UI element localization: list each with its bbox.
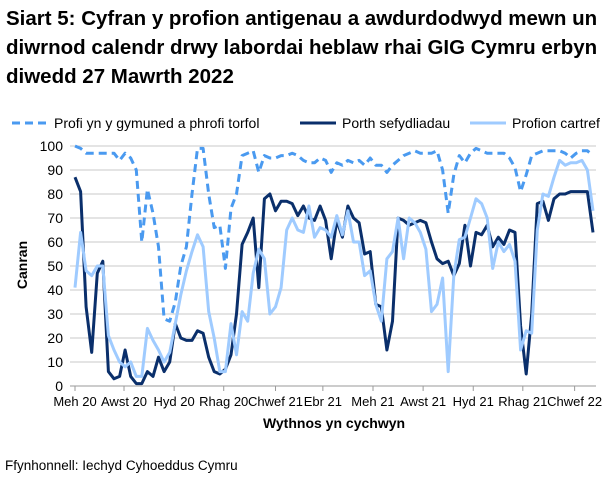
x-axis-label: Wythnos yn cychwyn xyxy=(263,415,405,431)
x-tick-label: Rhag 21 xyxy=(498,394,547,409)
x-tick-label: Meh 20 xyxy=(53,394,96,409)
y-tick-label: 60 xyxy=(47,234,63,250)
series-line-1 xyxy=(73,176,595,386)
y-tick-label: 10 xyxy=(47,354,63,370)
y-tick-label: 100 xyxy=(40,138,64,154)
y-tick-label: 20 xyxy=(47,330,63,346)
source-note: Ffynhonnell: Iechyd Cyhoeddus Cymru xyxy=(5,458,238,473)
legend-label: Profion cartref xyxy=(512,115,600,131)
x-tick-label: Meh 21 xyxy=(351,394,394,409)
y-axis-ticks: 0 10 20 30 40 50 60 70 80 90 100 xyxy=(40,138,64,394)
series-line-0 xyxy=(74,144,594,323)
x-tick-label: Awst 21 xyxy=(400,394,446,409)
y-tick-label: 0 xyxy=(55,378,63,394)
y-tick-label: 80 xyxy=(47,186,63,202)
y-axis-label: Canran xyxy=(14,241,30,289)
y-tick-label: 90 xyxy=(47,162,63,178)
series-line-2 xyxy=(73,158,595,378)
chart-title: Siart 5: Cyfran y profion antigenau a aw… xyxy=(6,7,598,88)
series-lines xyxy=(73,144,595,386)
x-axis: Meh 20 Awst 20 Hyd 20 Rhag 20 Chwef 21 Ebr 21… xyxy=(53,385,602,409)
legend: Profi yn y gymuned a phrofi torfol Porth … xyxy=(12,115,600,131)
x-tick-label: Hyd 21 xyxy=(453,394,494,409)
x-tick-label: Awst 20 xyxy=(101,394,147,409)
legend-label: Porth sefydliadau xyxy=(342,115,450,131)
legend-label: Profi yn y gymuned a phrofi torfol xyxy=(54,115,259,131)
x-tick-label: Ebr 21 xyxy=(304,394,342,409)
x-tick-label: Hyd 20 xyxy=(154,394,195,409)
y-tick-label: 50 xyxy=(47,258,63,274)
y-tick-label: 30 xyxy=(47,306,63,322)
y-tick-label: 40 xyxy=(47,282,63,298)
x-tick-label: Chwef 21 xyxy=(248,394,303,409)
y-tick-label: 70 xyxy=(47,210,63,226)
x-tick-label: Chwef 22 xyxy=(547,394,602,409)
x-tick-label: Rhag 20 xyxy=(199,394,248,409)
